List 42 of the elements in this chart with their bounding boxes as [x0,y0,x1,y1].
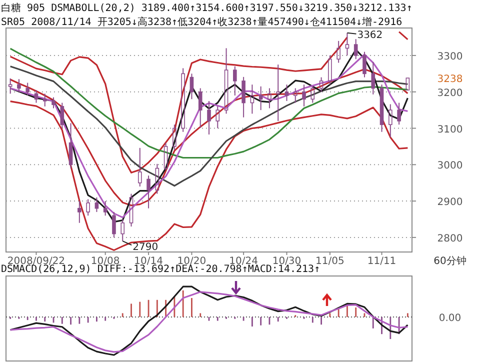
candlestick [293,88,298,104]
y-tick-label: 2800 [437,233,463,244]
candlestick [345,32,350,56]
x-tick-label: 11/05 [316,256,344,267]
x-tick-label: 11/11 [367,256,396,267]
candlestick [94,196,99,212]
candlestick [17,78,21,92]
annotation: 2790 [132,242,158,254]
candlestick [388,104,392,138]
candlestick [120,218,125,242]
candlestick [155,163,160,194]
chart-title: 白糖 905 DSMABOLL(20,2) 3189.400↑3154.600↑3197.550↓3219.350↓3212.133↑ [1,2,412,14]
candlestick [42,93,47,107]
candlestick [207,100,211,135]
y-tick-label: 3100 [437,124,463,136]
candlestick [302,84,306,107]
candlestick [276,64,280,122]
candlestick [284,84,289,102]
chart-subtitle: SR05 2008/11/14 开3205↓高3238↑低3204↑收3238↑量457490↓仓411504↓增-2916 [1,16,402,28]
candlestick [68,122,73,169]
ref-line-label: 0.00 [438,313,462,324]
candlestick [146,175,150,209]
candlestick [336,40,340,64]
chart-title: DSMACD(26,12,9) DIFF:-13.692↑DEA:-20.798↑MACD:14.213↑ [1,264,320,275]
candlestick [371,62,376,95]
candlestick [34,90,38,104]
annotation: 3362 [357,30,383,41]
candlestick [190,73,194,100]
text: 60分钟 [434,255,466,267]
line-series [10,100,408,251]
candlestick [380,84,384,132]
candlestick [258,86,263,111]
candlestick [198,88,202,128]
candlestick [250,84,254,114]
y-tick-label: 3300 [437,51,463,62]
text: 3238 [437,74,463,86]
candlestick [181,68,185,132]
y-tick-label: 3200 [437,88,463,99]
y-tick-label: 3000 [437,160,463,172]
candlestick [268,88,272,109]
y-tick-label: 2900 [437,197,463,208]
candlestick [78,200,82,224]
